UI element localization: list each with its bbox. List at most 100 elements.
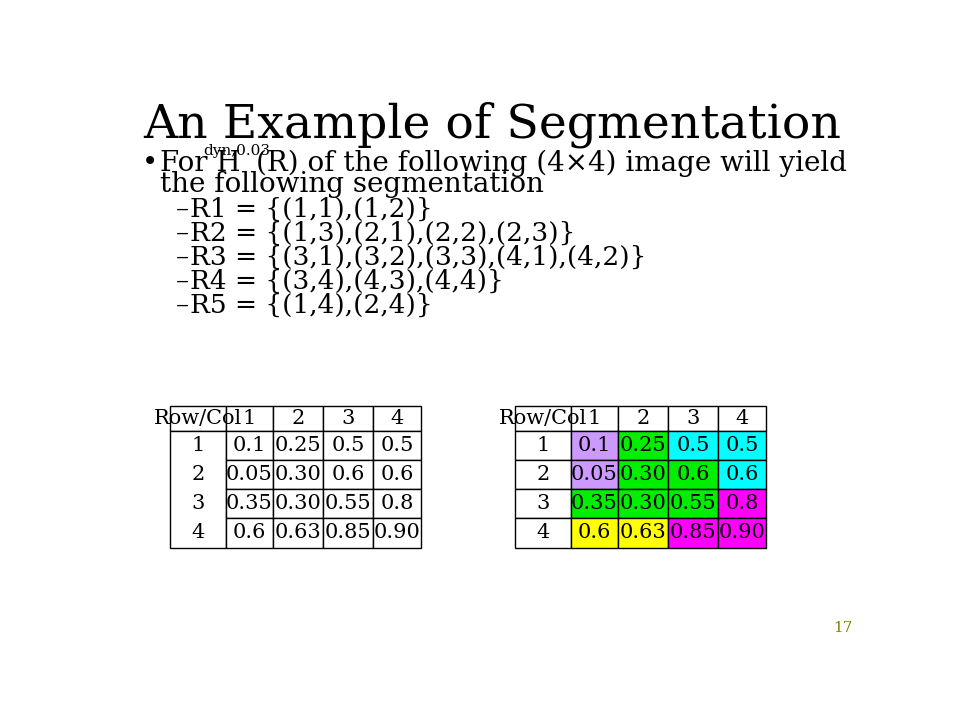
Text: 0.05: 0.05 [571,465,617,484]
Text: 0.25: 0.25 [619,436,666,455]
Text: 2: 2 [291,409,304,428]
Text: 0.6: 0.6 [677,465,709,484]
Text: –: – [176,197,189,222]
Bar [373,406,421,431]
Text: 0.6: 0.6 [726,465,759,484]
Text: –: – [176,221,189,246]
Text: R3 = {(3,1),(3,2),(3,3),(4,1),(4,2)}: R3 = {(3,1),(3,2),(3,3),(4,1),(4,2)} [190,245,646,270]
Text: An Example of Segmentation: An Example of Segmentation [143,102,841,148]
Text: 1: 1 [243,409,256,428]
Text: 0.63: 0.63 [619,523,666,542]
Bar [227,460,273,489]
Bar [324,518,373,548]
Text: •: • [142,150,158,176]
Bar [373,518,421,548]
Text: R5 = {(1,4),(2,4)}: R5 = {(1,4),(2,4)} [190,293,432,318]
Bar [718,489,766,518]
Text: 0.5: 0.5 [331,436,365,455]
Text: 1: 1 [192,436,205,455]
Text: dyn,0.03: dyn,0.03 [204,144,271,158]
Bar [668,518,718,548]
Bar [718,518,766,548]
Bar [571,489,617,518]
Bar [273,489,324,518]
Text: –: – [176,269,189,294]
Bar [617,518,668,548]
Bar [227,406,273,431]
Text: 4: 4 [192,523,204,542]
Text: 0.90: 0.90 [719,523,766,542]
Text: 0.6: 0.6 [331,465,365,484]
Bar [718,406,766,431]
Text: 0.05: 0.05 [226,465,273,484]
Bar [668,431,718,460]
Text: 0.6: 0.6 [232,523,266,542]
Text: 0.35: 0.35 [226,494,273,513]
Text: 0.1: 0.1 [232,436,266,455]
Text: 0.85: 0.85 [324,523,372,542]
Bar [617,406,668,431]
Text: 0.30: 0.30 [619,465,666,484]
Text: (R) of the following (4×4) image will yield: (R) of the following (4×4) image will yi… [255,150,847,177]
Text: 2: 2 [636,409,649,428]
Text: R1 = {(1,1),(1,2)}: R1 = {(1,1),(1,2)} [190,197,432,222]
Bar [273,518,324,548]
Bar [516,460,571,489]
Text: 0.30: 0.30 [275,494,322,513]
Text: For H: For H [160,150,241,176]
Text: 0.35: 0.35 [571,494,617,513]
Bar [718,460,766,489]
Text: 2: 2 [192,465,204,484]
Text: 1: 1 [588,409,601,428]
Text: Row/Col: Row/Col [499,409,588,428]
Bar [324,406,373,431]
Bar [227,431,273,460]
Bar [273,406,324,431]
Bar [571,431,617,460]
Bar [273,460,324,489]
Bar [373,431,421,460]
Text: 17: 17 [833,621,852,634]
Bar [516,431,571,460]
Bar [373,489,421,518]
Bar [324,489,373,518]
Text: 3: 3 [342,409,355,428]
Bar [516,406,571,431]
Text: 0.30: 0.30 [619,494,666,513]
Text: R4 = {(3,4),(4,3),(4,4)}: R4 = {(3,4),(4,3),(4,4)} [190,269,503,294]
Text: 3: 3 [686,409,700,428]
Text: 2: 2 [537,465,550,484]
Bar [571,406,617,431]
Text: 4: 4 [391,409,404,428]
Text: 0.6: 0.6 [578,523,611,542]
Bar [227,489,273,518]
Bar [373,460,421,489]
Text: –: – [176,293,189,318]
Text: R2 = {(1,3),(2,1),(2,2),(2,3)}: R2 = {(1,3),(2,1),(2,2),(2,3)} [190,221,575,246]
Bar [668,406,718,431]
Text: 0.55: 0.55 [324,494,372,513]
Bar [617,460,668,489]
Text: 0.6: 0.6 [381,465,414,484]
Bar [571,518,617,548]
Text: 4: 4 [537,523,550,542]
Text: 3: 3 [537,494,550,513]
Bar [571,460,617,489]
Text: 0.5: 0.5 [726,436,759,455]
Bar [617,431,668,460]
Bar [170,406,227,431]
Text: Row/Col: Row/Col [155,409,242,428]
Text: 0.63: 0.63 [275,523,322,542]
Text: 0.1: 0.1 [578,436,612,455]
Bar [273,431,324,460]
Bar [668,489,718,518]
Text: 0.8: 0.8 [381,494,414,513]
Bar [324,460,373,489]
Text: 0.55: 0.55 [670,494,716,513]
Text: 3: 3 [192,494,205,513]
Bar [516,489,571,518]
Bar [324,431,373,460]
Text: 1: 1 [537,436,550,455]
Text: 0.25: 0.25 [275,436,322,455]
Bar [170,431,227,548]
